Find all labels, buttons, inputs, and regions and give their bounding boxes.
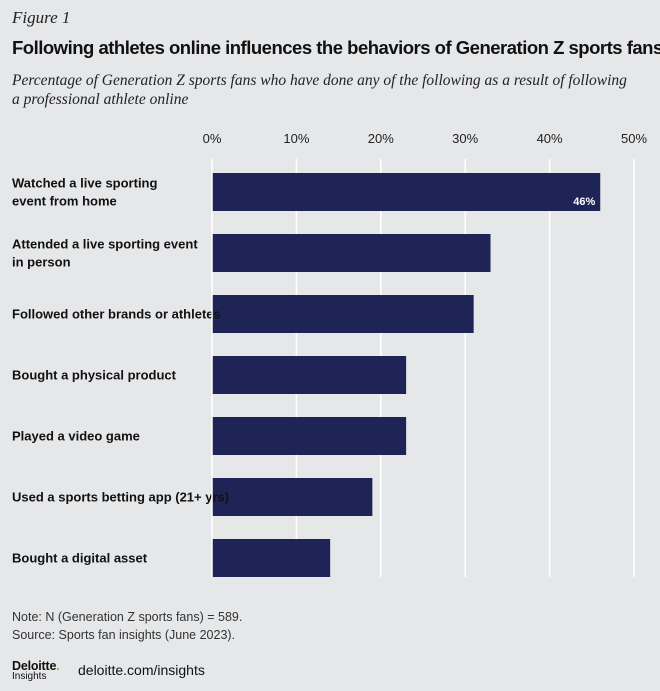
category-label: Bought a digital asset bbox=[12, 551, 148, 566]
category-label: Bought a physical product bbox=[12, 368, 177, 383]
bar-chart: 0% 10% 20% 30% 40% 50% Watched a live sporting… bbox=[12, 131, 647, 577]
bar bbox=[212, 478, 373, 516]
x-tick-label: 30% bbox=[452, 131, 478, 146]
chart-subtitle: Percentage of Generation Z sports fans w… bbox=[12, 72, 627, 108]
bar bbox=[212, 417, 407, 455]
category-label: Played a video game bbox=[12, 429, 140, 444]
x-tick-label: 40% bbox=[537, 131, 563, 146]
logo-name: Deloitte bbox=[12, 659, 57, 673]
chart-title: Following athletes online influences the… bbox=[12, 37, 660, 58]
bar bbox=[212, 234, 491, 272]
site-link[interactable]: deloitte.com/insights bbox=[78, 662, 205, 678]
bar bbox=[212, 295, 474, 333]
category-label: Watched a live sporting event from home bbox=[12, 176, 157, 209]
category-label: Used a sports betting app (21+ yrs) bbox=[12, 490, 229, 505]
logo-dot: . bbox=[56, 659, 60, 673]
x-tick-label: 0% bbox=[203, 131, 222, 146]
x-tick-label: 10% bbox=[283, 131, 309, 146]
chart-source: Source: Sports fan insights (June 2023). bbox=[12, 628, 236, 642]
deloitte-insights-logo: Deloitte. Insights bbox=[12, 659, 60, 682]
category-label: Followed other brands or athletes bbox=[12, 307, 221, 322]
data-label: 46% bbox=[573, 196, 595, 208]
category-label: Attended a live sporting event in person bbox=[12, 237, 198, 270]
logo-sub: Insights bbox=[12, 671, 47, 682]
bar bbox=[212, 173, 601, 211]
x-tick-label: 20% bbox=[368, 131, 394, 146]
chart-note: Note: N (Generation Z sports fans) = 589… bbox=[12, 610, 243, 624]
x-tick-label: 50% bbox=[621, 131, 647, 146]
bar bbox=[212, 356, 407, 394]
figure-label: Figure 1 bbox=[12, 8, 71, 27]
bar bbox=[212, 539, 331, 577]
